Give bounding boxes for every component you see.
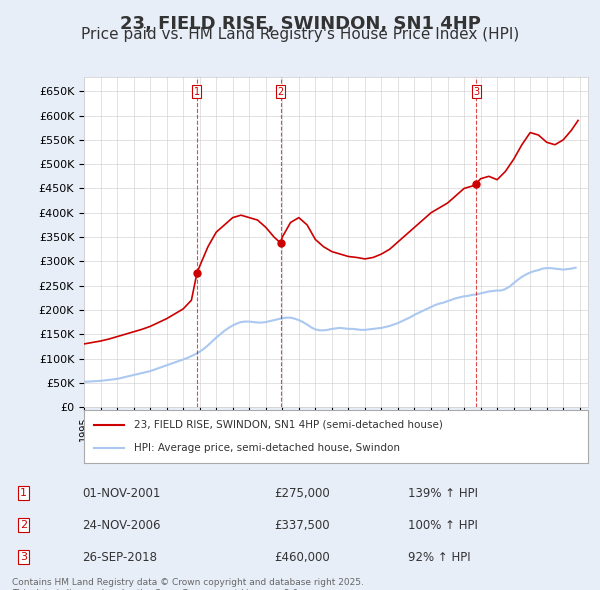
Text: 139% ↑ HPI: 139% ↑ HPI	[408, 487, 478, 500]
Text: 23, FIELD RISE, SWINDON, SN1 4HP: 23, FIELD RISE, SWINDON, SN1 4HP	[119, 15, 481, 33]
Text: Price paid vs. HM Land Registry's House Price Index (HPI): Price paid vs. HM Land Registry's House …	[81, 27, 519, 41]
Text: 24-NOV-2006: 24-NOV-2006	[82, 519, 160, 532]
Text: 1: 1	[20, 488, 27, 498]
Text: Contains HM Land Registry data © Crown copyright and database right 2025.
This d: Contains HM Land Registry data © Crown c…	[12, 578, 364, 590]
Text: £337,500: £337,500	[274, 519, 329, 532]
Text: 26-SEP-2018: 26-SEP-2018	[82, 550, 157, 563]
Text: 2: 2	[278, 87, 284, 97]
Text: HPI: Average price, semi-detached house, Swindon: HPI: Average price, semi-detached house,…	[134, 443, 400, 453]
Text: 100% ↑ HPI: 100% ↑ HPI	[408, 519, 478, 532]
Text: £460,000: £460,000	[274, 550, 329, 563]
Text: 3: 3	[473, 87, 479, 97]
Text: £275,000: £275,000	[274, 487, 329, 500]
Text: 2: 2	[20, 520, 27, 530]
Text: 3: 3	[20, 552, 27, 562]
Text: 23, FIELD RISE, SWINDON, SN1 4HP (semi-detached house): 23, FIELD RISE, SWINDON, SN1 4HP (semi-d…	[134, 420, 443, 430]
Text: 01-NOV-2001: 01-NOV-2001	[82, 487, 160, 500]
Text: 1: 1	[194, 87, 200, 97]
Text: 92% ↑ HPI: 92% ↑ HPI	[408, 550, 470, 563]
